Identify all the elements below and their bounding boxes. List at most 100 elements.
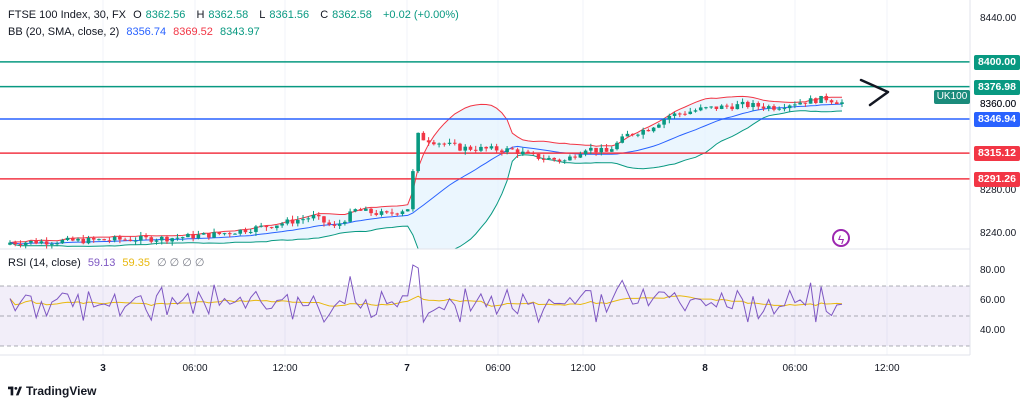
candle-body	[180, 237, 185, 239]
candle-body	[207, 233, 211, 238]
candle-body	[154, 240, 159, 242]
candle-body	[295, 219, 300, 224]
candle-body	[44, 241, 49, 245]
candle-body	[254, 226, 258, 232]
candle-body	[65, 237, 70, 241]
candle-body	[353, 209, 358, 212]
candle-body	[264, 225, 269, 228]
rsi-placeholders: ∅ ∅ ∅ ∅	[157, 257, 205, 269]
candle-body	[625, 133, 630, 137]
candle-body	[70, 237, 75, 241]
candle-body	[149, 237, 154, 242]
rsi-line	[9, 264, 843, 324]
candle-body	[201, 233, 206, 235]
candle-body	[144, 235, 148, 238]
time-tick-label: 12:00	[570, 363, 596, 374]
bb-basis-line	[9, 103, 843, 245]
candle-body	[599, 147, 604, 153]
symbol-tag: UK100	[934, 90, 970, 104]
rsi-ma-value: 59.35	[122, 257, 150, 269]
candle-body	[186, 233, 190, 238]
price-legend: FTSE 100 Index, 30, FX O 8362.56 H 8362.58…	[8, 9, 463, 21]
candle-body	[416, 132, 420, 172]
low-value: L 8361.56	[259, 9, 310, 21]
candle-body	[175, 237, 180, 239]
rsi-legend[interactable]: RSI (14, close) 59.13 59.35 ∅ ∅ ∅ ∅	[8, 256, 209, 269]
candle-body	[777, 108, 782, 110]
candle-body	[709, 106, 713, 108]
candle-body	[139, 235, 143, 241]
bb-lower-value: 8343.97	[219, 26, 260, 38]
candle-body	[280, 223, 284, 226]
candle-body	[693, 110, 698, 112]
candle-body	[531, 152, 536, 155]
candle-body	[819, 95, 823, 104]
candle-body	[609, 149, 614, 152]
candle-body	[390, 212, 394, 214]
candle-body	[165, 236, 169, 242]
candle-body	[772, 106, 776, 110]
candle-body	[594, 147, 598, 153]
candle-body	[107, 240, 112, 242]
candle-body	[583, 150, 588, 155]
candle-body	[688, 111, 693, 115]
candle-body	[667, 115, 672, 120]
candle-body	[269, 227, 274, 229]
candle-body	[824, 95, 829, 101]
candle-body	[86, 237, 91, 244]
candle-body	[557, 159, 562, 162]
candle-body	[479, 146, 483, 151]
candle-body	[358, 209, 363, 211]
candle-body	[379, 211, 384, 215]
candle-body	[405, 209, 410, 212]
tradingview-logo[interactable]: TradingView	[8, 384, 96, 398]
candles	[8, 93, 844, 249]
candle-body	[81, 238, 86, 244]
candle-body	[118, 236, 122, 240]
candle-body	[411, 171, 415, 210]
time-tick-label: 7	[404, 363, 410, 374]
time-tick-label: 06:00	[485, 363, 511, 374]
candle-body	[552, 157, 557, 160]
candle-body	[740, 101, 745, 105]
candle-body	[222, 233, 227, 235]
candle-body	[128, 239, 133, 241]
candle-body	[500, 150, 504, 153]
candle-body	[541, 158, 546, 160]
candle-body	[212, 232, 216, 238]
candle-body	[636, 134, 640, 136]
candle-body	[97, 239, 101, 241]
candle-body	[808, 98, 813, 104]
symbol-title[interactable]: FTSE 100 Index, 30, FX	[8, 9, 127, 21]
candle-body	[400, 211, 405, 215]
candle-body	[170, 238, 175, 242]
flash-icon[interactable]: ϟ	[832, 229, 850, 247]
candle-body	[834, 102, 839, 104]
rsi-tick-label: 80.00	[980, 265, 1006, 276]
candle-body	[248, 231, 253, 233]
candle-body	[60, 240, 65, 244]
candle-body	[578, 154, 583, 158]
candle-body	[39, 241, 44, 244]
candle-body	[275, 225, 279, 229]
candle-body	[719, 105, 724, 110]
candle-body	[735, 104, 740, 110]
bb-legend[interactable]: BB (20, SMA, close, 2) 8356.74 8369.52 8…	[8, 26, 264, 38]
candle-body	[447, 142, 452, 144]
candle-body	[23, 242, 28, 245]
candle-body	[641, 129, 645, 135]
candle-body	[395, 213, 400, 215]
rsi-value: 59.13	[87, 257, 116, 269]
candle-body	[615, 142, 619, 150]
candle-body	[620, 136, 625, 143]
candle-body	[238, 229, 243, 234]
candle-body	[322, 216, 326, 223]
candle-body	[536, 154, 541, 159]
candle-body	[704, 107, 708, 109]
tradingview-icon	[8, 386, 22, 396]
candle-body	[426, 140, 431, 143]
candle-body	[840, 102, 844, 104]
time-tick-label: 12:00	[874, 363, 900, 374]
candle-body	[489, 146, 494, 149]
